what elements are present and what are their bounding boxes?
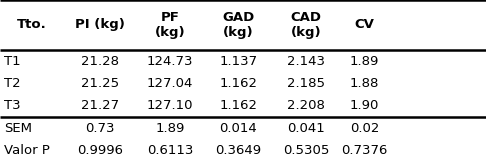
Text: GAD
(kg): GAD (kg): [222, 11, 254, 39]
Text: 0.7376: 0.7376: [341, 144, 388, 157]
Text: Tto.: Tto.: [17, 18, 47, 31]
Text: T3: T3: [4, 99, 20, 112]
Text: 21.28: 21.28: [81, 54, 119, 68]
Text: 1.137: 1.137: [219, 54, 257, 68]
Text: 2.143: 2.143: [287, 54, 325, 68]
Text: 0.5305: 0.5305: [283, 144, 330, 157]
Text: 1.89: 1.89: [350, 54, 379, 68]
Text: 1.89: 1.89: [156, 122, 185, 135]
Text: 1.88: 1.88: [350, 77, 379, 90]
Text: 0.73: 0.73: [85, 122, 114, 135]
Text: 127.04: 127.04: [147, 77, 193, 90]
Text: 2.208: 2.208: [287, 99, 325, 112]
Text: 1.162: 1.162: [219, 77, 257, 90]
Text: 0.9996: 0.9996: [77, 144, 122, 157]
Text: 1.90: 1.90: [350, 99, 379, 112]
Text: T2: T2: [4, 77, 20, 90]
Text: PF
(kg): PF (kg): [155, 11, 186, 39]
Text: 0.6113: 0.6113: [147, 144, 193, 157]
Text: 0.3649: 0.3649: [215, 144, 261, 157]
Text: 127.10: 127.10: [147, 99, 193, 112]
Text: CAD
(kg): CAD (kg): [291, 11, 322, 39]
Text: CV: CV: [355, 18, 374, 31]
Text: T1: T1: [4, 54, 20, 68]
Text: Valor P: Valor P: [4, 144, 50, 157]
Text: 0.014: 0.014: [219, 122, 257, 135]
Text: 1.162: 1.162: [219, 99, 257, 112]
Text: SEM: SEM: [4, 122, 32, 135]
Text: 0.041: 0.041: [287, 122, 325, 135]
Text: 21.25: 21.25: [81, 77, 119, 90]
Text: 2.185: 2.185: [287, 77, 325, 90]
Text: 124.73: 124.73: [147, 54, 193, 68]
Text: PI (kg): PI (kg): [75, 18, 124, 31]
Text: 21.27: 21.27: [81, 99, 119, 112]
Text: 0.02: 0.02: [350, 122, 379, 135]
